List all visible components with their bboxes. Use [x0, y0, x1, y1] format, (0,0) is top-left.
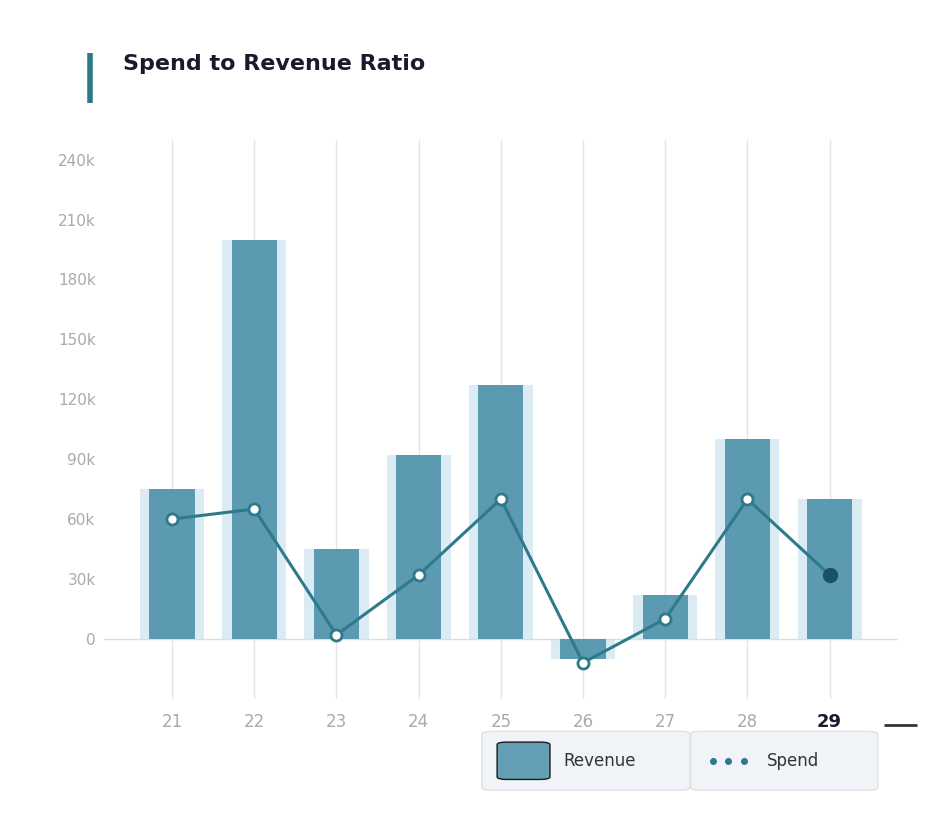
Bar: [304, 549, 368, 639]
Bar: [715, 439, 779, 639]
Text: Revenue: Revenue: [563, 752, 635, 769]
Bar: [231, 239, 277, 639]
Bar: [797, 499, 861, 639]
Text: Spend: Spend: [767, 752, 818, 769]
Bar: [478, 386, 523, 639]
Bar: [386, 455, 450, 639]
Bar: [806, 499, 851, 639]
Bar: [313, 549, 359, 639]
Bar: [560, 639, 605, 658]
Bar: [396, 455, 441, 639]
Bar: [724, 439, 769, 639]
Bar: [642, 595, 687, 639]
Bar: [222, 239, 286, 639]
Bar: [550, 639, 615, 658]
Bar: [632, 595, 697, 639]
FancyBboxPatch shape: [497, 742, 549, 779]
Text: Spend to Revenue Ratio: Spend to Revenue Ratio: [123, 54, 425, 74]
Bar: [468, 386, 532, 639]
Bar: [149, 489, 194, 639]
FancyBboxPatch shape: [690, 732, 877, 790]
Bar: [140, 489, 204, 639]
FancyBboxPatch shape: [481, 732, 689, 790]
